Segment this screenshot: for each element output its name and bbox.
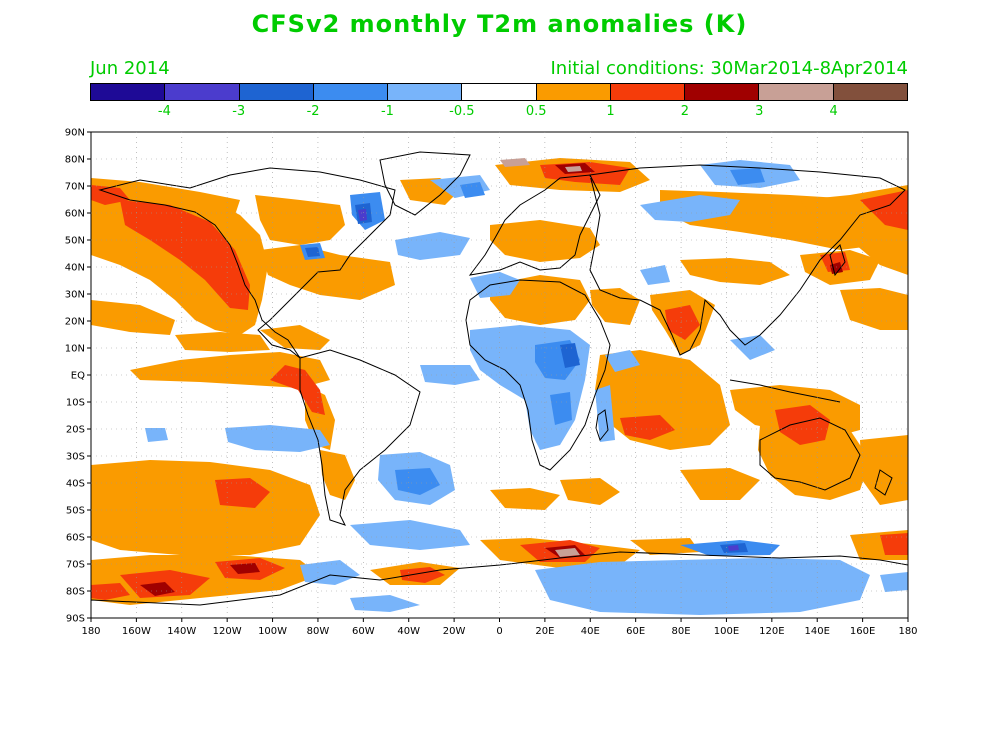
legend-swatch [91, 84, 166, 100]
latitude-label: 90S [66, 614, 85, 625]
longitude-label: 60W [352, 626, 375, 637]
color-legend-labels: -4 -3 -2 -1 -0.5 0.5 1 2 3 4 [90, 104, 908, 120]
legend-label: 2 [680, 104, 690, 119]
cold-anomaly-lightblue [145, 160, 908, 615]
legend-label: -3 [232, 104, 246, 119]
longitude-label: 40E [581, 626, 600, 637]
legend-swatch [610, 84, 686, 100]
longitude-label: 20E [535, 626, 554, 637]
color-legend [90, 83, 908, 101]
legend-swatch [833, 84, 907, 100]
longitude-label: 80E [672, 626, 691, 637]
latitude-label: 40N [65, 263, 85, 274]
coastlines [91, 151, 908, 618]
latitude-label: 30N [65, 290, 85, 301]
longitude-label: 100E [714, 626, 739, 637]
longitude-label: 100W [258, 626, 287, 637]
latitude-label: 80S [66, 587, 85, 598]
longitude-label: 120W [213, 626, 242, 637]
latitude-label: 90N [65, 128, 85, 139]
legend-label: 3 [755, 104, 764, 119]
legend-label: -4 [157, 104, 171, 119]
latitude-label: 80N [65, 155, 85, 166]
longitude-label: 180 [81, 626, 100, 637]
longitude-labels: 180 160W 140W 120W 100W 80W 60W 40W 20W 0 20E 40E 60… [81, 626, 917, 637]
legend-label: 4 [829, 104, 838, 119]
longitude-label: 20W [443, 626, 466, 637]
legend-swatch [685, 84, 760, 100]
latitude-label: 10N [65, 344, 85, 355]
legend-label: 0.5 [525, 104, 547, 119]
legend-swatch [165, 84, 240, 100]
latitude-label: 60N [65, 209, 85, 220]
longitude-label: 0 [496, 626, 502, 637]
legend-swatch [759, 84, 834, 100]
longitude-label: 60E [626, 626, 645, 637]
longitude-label: 140W [167, 626, 196, 637]
latitude-label: 20S [66, 425, 85, 436]
legend-label: -2 [306, 104, 320, 119]
graticule [87, 131, 909, 622]
legend-swatch [313, 84, 389, 100]
map-title: CFSv2 monthly T2m anomalies (K) [251, 10, 748, 38]
initial-conditions: Initial conditions: 30Mar2014-8Apr2014 [550, 58, 909, 79]
latitude-label: 60S [66, 533, 85, 544]
longitude-label: 140E [805, 626, 830, 637]
latitude-label: 10S [66, 398, 85, 409]
longitude-label: 160W [122, 626, 151, 637]
latitude-label: 50S [66, 506, 85, 517]
longitude-label: 180 [898, 626, 917, 637]
latitude-label: 40S [66, 479, 85, 490]
latitude-label: 70S [66, 560, 85, 571]
legend-swatch [536, 84, 611, 100]
longitude-label: 120E [759, 626, 784, 637]
legend-label: 1 [606, 104, 615, 119]
latitude-label: EQ [71, 371, 85, 382]
latitude-label: 20N [65, 317, 85, 328]
warm-anomaly-pink [500, 158, 582, 557]
longitude-label: 40W [397, 626, 420, 637]
legend-label: -0.5 [449, 104, 475, 119]
legend-swatch [462, 84, 537, 100]
legend-swatch [388, 84, 463, 100]
longitude-label: 80W [307, 626, 330, 637]
anomaly-field [91, 151, 908, 618]
legend-swatch [239, 84, 314, 100]
forecast-month: Jun 2014 [90, 58, 170, 79]
latitude-labels: 90N 80N 70N 60N 50N 40N 30N 20N 10N EQ 10S 20S 30S 40… [65, 128, 85, 625]
longitude-label: 160E [850, 626, 875, 637]
cold-anomaly-indigo [358, 209, 739, 551]
latitude-label: 70N [65, 182, 85, 193]
legend-label: -1 [380, 104, 394, 119]
latitude-label: 30S [66, 452, 85, 463]
latitude-label: 50N [65, 236, 85, 247]
